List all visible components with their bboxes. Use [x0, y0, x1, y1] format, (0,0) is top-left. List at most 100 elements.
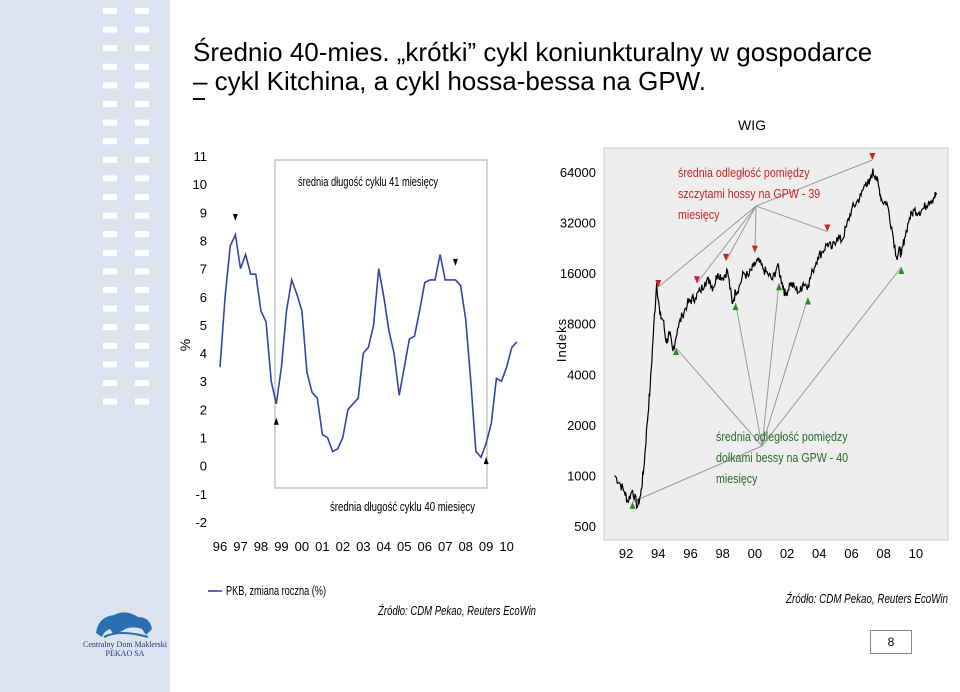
- wig-peak-marker: [693, 276, 700, 284]
- slide-title: Średnio 40-mies. „krótki” cykl koniunktu…: [193, 38, 953, 96]
- wig-y-tick-label: 4000: [567, 367, 596, 382]
- wig-trough-connector: [761, 283, 780, 447]
- gdp-x-tick-label: 05: [397, 539, 411, 554]
- gdp-trough-marker: [273, 417, 279, 425]
- gdp-y-tick-label: 6: [200, 290, 207, 305]
- gdp-y-tick-label: 11: [194, 149, 208, 164]
- sidebar-dash: [103, 380, 117, 386]
- wig-x-tick-label: 92: [619, 546, 633, 561]
- sidebar-dash: [135, 26, 149, 33]
- gdp-cycle-markers: [232, 213, 489, 465]
- sidebar-dash: [135, 342, 149, 349]
- gdp-x-tick-label: 08: [458, 539, 472, 554]
- wig-y-tick-label: 1000: [567, 468, 596, 483]
- wig-trough-connector: [632, 445, 763, 503]
- logo-text-line2: PEKAO SA: [105, 649, 145, 658]
- wig-trough-marker: [732, 303, 739, 311]
- wig-trough-connector: [761, 297, 809, 447]
- wig-trough-marker: [898, 267, 905, 275]
- wig-y-tick-label: 32000: [560, 216, 596, 231]
- sidebar-dash: [135, 119, 149, 126]
- slide-title-line1: Średnio 40-mies. „krótki” cykl koniunktu…: [193, 37, 873, 67]
- sidebar-dash: [103, 63, 117, 70]
- gdp-annotation-40: średnia długość cyklu 40 miesięcy: [330, 499, 475, 514]
- sidebar-dash-column: [135, 8, 149, 405]
- sidebar-dash: [135, 380, 149, 386]
- wig-peak-connector: [725, 205, 757, 262]
- sidebar-dash: [103, 45, 117, 52]
- wig-x-tick-label: 04: [812, 546, 826, 561]
- sidebar-dash: [103, 268, 117, 275]
- gdp-x-tick-label: 01: [315, 539, 329, 554]
- gdp-x-tick-label: 96: [213, 539, 227, 554]
- gdp-x-tick-label: 06: [418, 539, 432, 554]
- wig-peak-annotation: średnia odległość pomiędzy szczytami hos…: [678, 165, 821, 222]
- gdp-x-tick-label: 00: [295, 539, 309, 554]
- wig-y-tick-label: 500: [574, 519, 596, 534]
- gdp-annotation-41: średnia długość cyklu 41 miesięcy: [298, 174, 438, 189]
- sidebar-dash: [135, 82, 149, 89]
- gdp-legend-label: PKB, zmiana roczna (%): [226, 583, 326, 598]
- wig-x-tick-label: 06: [844, 546, 858, 561]
- wig-x-tick-label: 94: [651, 546, 665, 561]
- sidebar-dash: [135, 249, 149, 256]
- slide-title-line2: – cykl Kitchina, a cykl hossa-bessa na G…: [193, 66, 706, 96]
- gdp-y-tick-label: -2: [195, 515, 207, 530]
- wig-trough-connector: [675, 347, 763, 447]
- sidebar-dash: [103, 305, 117, 312]
- logo-text-line1: Centralny Dom Maklerski: [83, 640, 167, 649]
- sidebar-dash: [135, 398, 149, 405]
- gdp-x-tick-label: 99: [274, 539, 288, 554]
- sidebar-dash: [135, 212, 149, 219]
- gdp-y-tick-label: 9: [200, 205, 207, 220]
- logo-caption: Centralny Dom Maklerski PEKAO SA: [80, 640, 170, 658]
- gdp-y-tick-label: 5: [200, 318, 207, 333]
- gdp-y-tick-label: 7: [200, 262, 207, 277]
- wig-peak-annotation-box: średnia odległość pomiędzy szczytami hos…: [678, 165, 821, 222]
- wig-trough-marker: [776, 283, 783, 291]
- gdp-y-tick-label: 1: [200, 431, 207, 446]
- wig-peak-connector: [755, 205, 828, 233]
- bison-logo-icon: [96, 612, 152, 638]
- sidebar-dash: [103, 175, 117, 182]
- wig-x-tick-label: 00: [748, 546, 762, 561]
- wig-title: WIG: [738, 117, 766, 133]
- sidebar-dash: [103, 324, 117, 331]
- sidebar-dash: [135, 101, 149, 107]
- wig-chart: WIG Indeks 50010002000400080001600032000…: [554, 117, 949, 606]
- wig-trough-marker: [805, 297, 811, 305]
- gdp-y-tick-label: 0: [200, 459, 207, 474]
- wig-y-tick-label: 16000: [560, 266, 596, 281]
- wig-peak-marker: [869, 153, 876, 160]
- sidebar-dash: [135, 287, 149, 293]
- sidebar-dash: [103, 156, 117, 163]
- wig-peak-marker: [722, 253, 729, 261]
- sidebar-dash: [103, 194, 117, 200]
- gdp-series-line: [219, 232, 518, 459]
- wig-trough-marker: [673, 347, 679, 355]
- gdp-y-tick-label: -1: [195, 487, 207, 502]
- gdp-peak-marker: [232, 213, 238, 221]
- gdp-x-tick-label: 07: [438, 539, 452, 554]
- sidebar-dash: [135, 361, 149, 368]
- wig-peak-marker: [751, 245, 758, 253]
- sidebar-dash: [103, 361, 117, 368]
- sidebar-dash: [103, 119, 117, 126]
- wig-cycle-markers: [629, 153, 905, 509]
- sidebar-dash: [103, 231, 117, 238]
- wig-peak-connector: [755, 159, 873, 207]
- wig-x-tick-label: 02: [780, 546, 794, 561]
- gdp-plot-frame: [274, 159, 488, 489]
- wig-trough-connector: [735, 303, 763, 447]
- wig-y-axis-label: Indeks: [554, 318, 569, 362]
- wig-y-tick-label: 2000: [567, 418, 596, 433]
- sidebar-dash: [135, 175, 149, 182]
- company-logo: [86, 603, 166, 683]
- sidebar-dash: [135, 63, 149, 70]
- title-dash: [193, 98, 205, 100]
- gdp-x-tick-label: 02: [336, 539, 350, 554]
- sidebar-dash: [103, 212, 117, 219]
- wig-trough-annotation: średnia odległość pomiędzy dołkami bessy…: [716, 429, 849, 486]
- gdp-y-ticks: -2 -1 0 1 2 3 4 5 6 7 8 9 10 11: [193, 149, 207, 530]
- sidebar-dash-column: [103, 8, 117, 405]
